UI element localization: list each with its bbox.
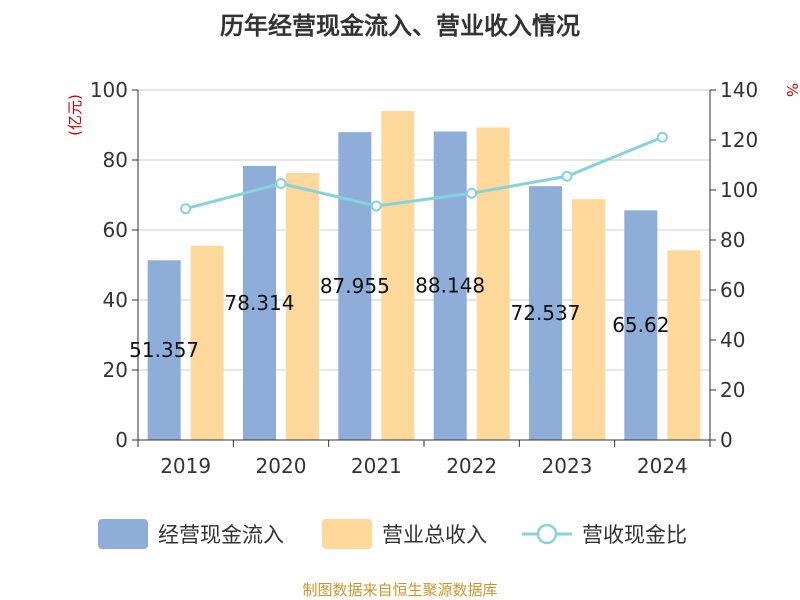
legend: 经营现金流入 营业总收入 营收现金比 [98, 519, 687, 549]
left-axis-unit: (亿元) [66, 94, 84, 136]
right-tick-label: 40 [720, 328, 745, 352]
left-tick-label: 80 [103, 148, 128, 172]
right-tick-label: 80 [720, 228, 745, 252]
x-tick-label: 2021 [351, 454, 402, 478]
tick-labels: 0 20 40 60 80 100 0 20 40 60 80 100 120 140 2019 2020 20… [90, 78, 758, 478]
bar-data-label: 51.357 [129, 338, 199, 362]
ratio-line [180, 131, 668, 215]
revenue-bar [572, 199, 605, 440]
revenue-bar [381, 111, 415, 440]
revenue-bar [476, 127, 510, 440]
left-tick-label: 20 [103, 358, 128, 382]
bars [147, 111, 701, 440]
right-tick-label: 60 [720, 278, 745, 302]
cash-inflow-bar [147, 260, 181, 440]
right-tick-label: 140 [720, 78, 758, 102]
left-tick-label: 60 [103, 218, 128, 242]
grid-lines [138, 89, 710, 371]
source-note: 制图数据来自恒生聚源数据库 [302, 581, 498, 599]
legend-swatch-revenue [322, 519, 372, 549]
right-tick-label: 100 [720, 178, 758, 202]
chart-title: 历年经营现金流入、营业收入情况 [220, 12, 580, 40]
cash-inflow-bar [433, 131, 467, 440]
left-tick-label: 0 [115, 428, 128, 452]
right-tick-label: 20 [720, 378, 745, 402]
left-tick-label: 40 [103, 288, 128, 312]
bar-data-label: 88.148 [415, 274, 485, 298]
x-tick-label: 2019 [160, 454, 211, 478]
legend-swatch-cash-inflow [98, 519, 148, 549]
revenue-bar [286, 172, 319, 440]
cash-inflow-bar [529, 186, 562, 440]
cash-inflow-bar [624, 210, 658, 440]
left-tick-label: 100 [90, 78, 128, 102]
legend-label-ratio: 营收现金比 [582, 523, 687, 547]
ratio-line-path [185, 135, 663, 211]
ratio-point [656, 131, 668, 143]
ratio-point [370, 200, 382, 212]
right-axis-unit: % [783, 83, 800, 97]
ratio-point [466, 187, 478, 199]
ratio-point [180, 203, 192, 215]
cash-inflow-bar [338, 132, 372, 440]
right-tick-label: 120 [720, 128, 758, 152]
ratio-point [561, 170, 573, 182]
revenue-bar [667, 250, 701, 440]
legend-label-revenue: 营业总收入 [382, 523, 487, 547]
axes [132, 89, 716, 447]
revenue-bar [190, 245, 224, 440]
bar-data-label: 72.537 [511, 301, 581, 325]
right-tick-label: 0 [720, 428, 733, 452]
x-tick-label: 2024 [637, 454, 688, 478]
x-tick-label: 2022 [446, 454, 497, 478]
bar-data-label: 87.955 [320, 274, 390, 298]
data-labels: 51.357 78.314 87.955 88.148 72.537 65.62 [129, 274, 669, 362]
bar-data-label: 78.314 [225, 291, 295, 315]
ratio-point [275, 178, 287, 189]
cash-inflow-bar [243, 165, 276, 440]
legend-swatch-ratio-marker [536, 523, 558, 545]
x-tick-label: 2023 [542, 454, 593, 478]
x-tick-label: 2020 [256, 454, 307, 478]
legend-label-cash-inflow: 经营现金流入 [158, 523, 284, 547]
bar-data-label: 65.62 [612, 313, 669, 337]
